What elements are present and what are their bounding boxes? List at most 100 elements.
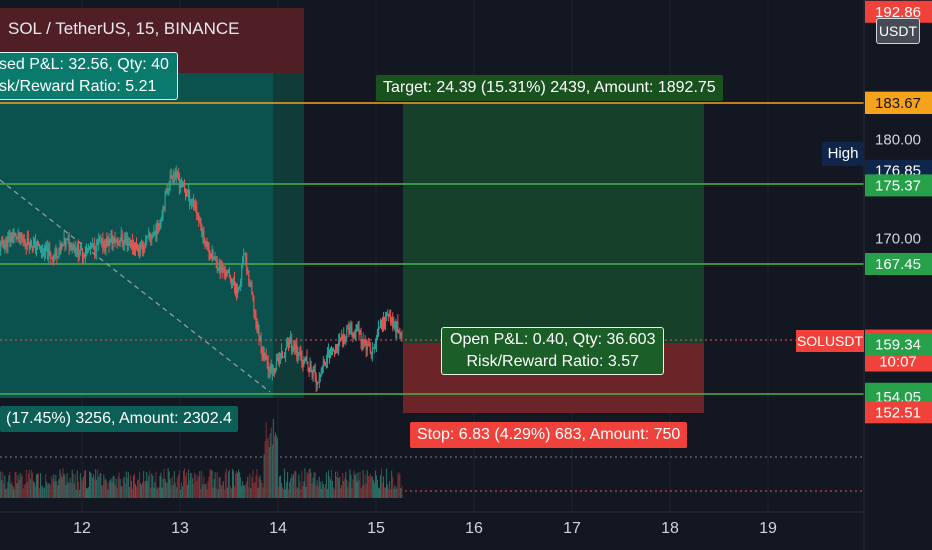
volume-bar: [108, 482, 110, 498]
open-pnl-text: Open P&L: 0.40, Qty: 36.603: [450, 331, 656, 348]
time-tick-label: 15: [367, 520, 385, 537]
volume-bar: [333, 487, 335, 498]
candle-body: [34, 240, 36, 251]
volume-bar: [302, 486, 304, 498]
candle-body: [215, 258, 217, 261]
candle-body: [262, 353, 264, 358]
volume-bar: [320, 488, 322, 498]
currency-unit-badge[interactable]: USDT: [876, 18, 920, 44]
volume-bar: [31, 472, 33, 498]
candle-body: [314, 369, 316, 378]
volume-bar: [101, 485, 103, 498]
candle-body: [381, 322, 383, 324]
volume-bar: [296, 486, 298, 498]
volume-bar: [168, 471, 170, 498]
candle-body: [121, 234, 123, 242]
volume-bar: [16, 483, 18, 498]
candle-body: [73, 247, 75, 250]
candle-body: [9, 236, 11, 242]
volume-bar: [250, 487, 252, 498]
candle-body: [56, 249, 58, 258]
candle-body: [208, 249, 210, 254]
volume-bar: [281, 487, 283, 498]
candle-body: [288, 340, 290, 348]
volume-bar: [241, 485, 243, 498]
candle-body: [77, 244, 79, 256]
volume-bar: [307, 473, 309, 498]
candle-body: [281, 351, 283, 357]
candle-body: [172, 175, 174, 179]
volume-bar: [94, 479, 96, 498]
volume-bar: [201, 470, 203, 498]
stop-label[interactable]: Stop: 6.83 (4.29%) 683, Amount: 750: [410, 422, 688, 448]
candle-body: [259, 337, 261, 340]
volume-bar: [351, 487, 353, 498]
candle-body: [339, 338, 341, 342]
volume-bar: [329, 479, 331, 498]
candle-body: [120, 234, 122, 242]
candle-body: [201, 226, 203, 236]
volume-bar: [196, 480, 198, 498]
svg-text:167.45: 167.45: [875, 256, 921, 273]
candle-body: [302, 363, 304, 365]
volume-bar: [116, 487, 118, 498]
candle-body: [23, 239, 25, 243]
volume-bar: [148, 475, 150, 498]
candle-body: [195, 205, 197, 209]
volume-bar: [203, 476, 205, 498]
candle-body: [273, 368, 275, 373]
volume-bar: [164, 478, 166, 498]
volume-bar: [70, 482, 72, 498]
candle-body: [258, 326, 260, 340]
volume-bar: [167, 468, 169, 498]
volume-bar: [247, 476, 249, 498]
candle-body: [209, 253, 211, 255]
volume-bar: [275, 435, 277, 498]
volume-bar: [284, 468, 286, 498]
candle-body: [376, 331, 378, 341]
volume-bar: [30, 470, 32, 498]
symbol-title[interactable]: SOL / TetherUS, 15, BINANCE: [8, 19, 240, 38]
volume-bar: [278, 476, 280, 498]
volume-bar: [151, 473, 153, 498]
candle-body: [292, 349, 294, 351]
volume-bar: [206, 489, 208, 498]
candle-body: [300, 353, 302, 356]
open-position-stats[interactable]: Open P&L: 0.40, Qty: 36.603 Risk/Reward …: [441, 327, 665, 375]
volume-bar: [189, 479, 191, 498]
volume-bar: [259, 475, 261, 498]
volume-bar: [67, 482, 69, 498]
candle-body: [341, 335, 343, 340]
candle-body: [49, 249, 51, 253]
candle-body: [125, 239, 127, 241]
volume-bar: [81, 480, 83, 498]
candle-body: [400, 332, 402, 335]
volume-bar: [376, 479, 378, 498]
volume-bar: [316, 480, 318, 498]
closed-position-stats[interactable]: sed P&L: 32.56, Qty: 40 sk/Reward Ratio:…: [0, 52, 178, 100]
candle-body: [355, 330, 357, 336]
candle-body: [112, 239, 114, 245]
candle-body: [332, 350, 334, 355]
candle-body: [330, 348, 332, 355]
candle-body: [54, 254, 56, 257]
volume-bar: [359, 471, 361, 498]
candle-body: [277, 358, 279, 362]
candle-body: [265, 356, 267, 360]
candle-body: [391, 317, 393, 323]
volume-bar: [112, 476, 114, 498]
candle-body: [340, 338, 342, 340]
volume-bar: [126, 478, 128, 498]
volume-bar: [325, 472, 327, 498]
candle-body: [80, 245, 82, 249]
volume-bar: [324, 483, 326, 498]
candle-body: [337, 350, 339, 352]
volume-bar: [5, 489, 7, 498]
candle-body: [95, 252, 97, 254]
candle-body: [127, 243, 129, 247]
volume-bar: [149, 470, 151, 498]
target-label[interactable]: Target: 24.39 (15.31%) 2439, Amount: 189…: [376, 75, 723, 101]
volume-bar: [338, 478, 340, 498]
candle-body: [3, 245, 5, 249]
candle-body: [36, 243, 38, 249]
